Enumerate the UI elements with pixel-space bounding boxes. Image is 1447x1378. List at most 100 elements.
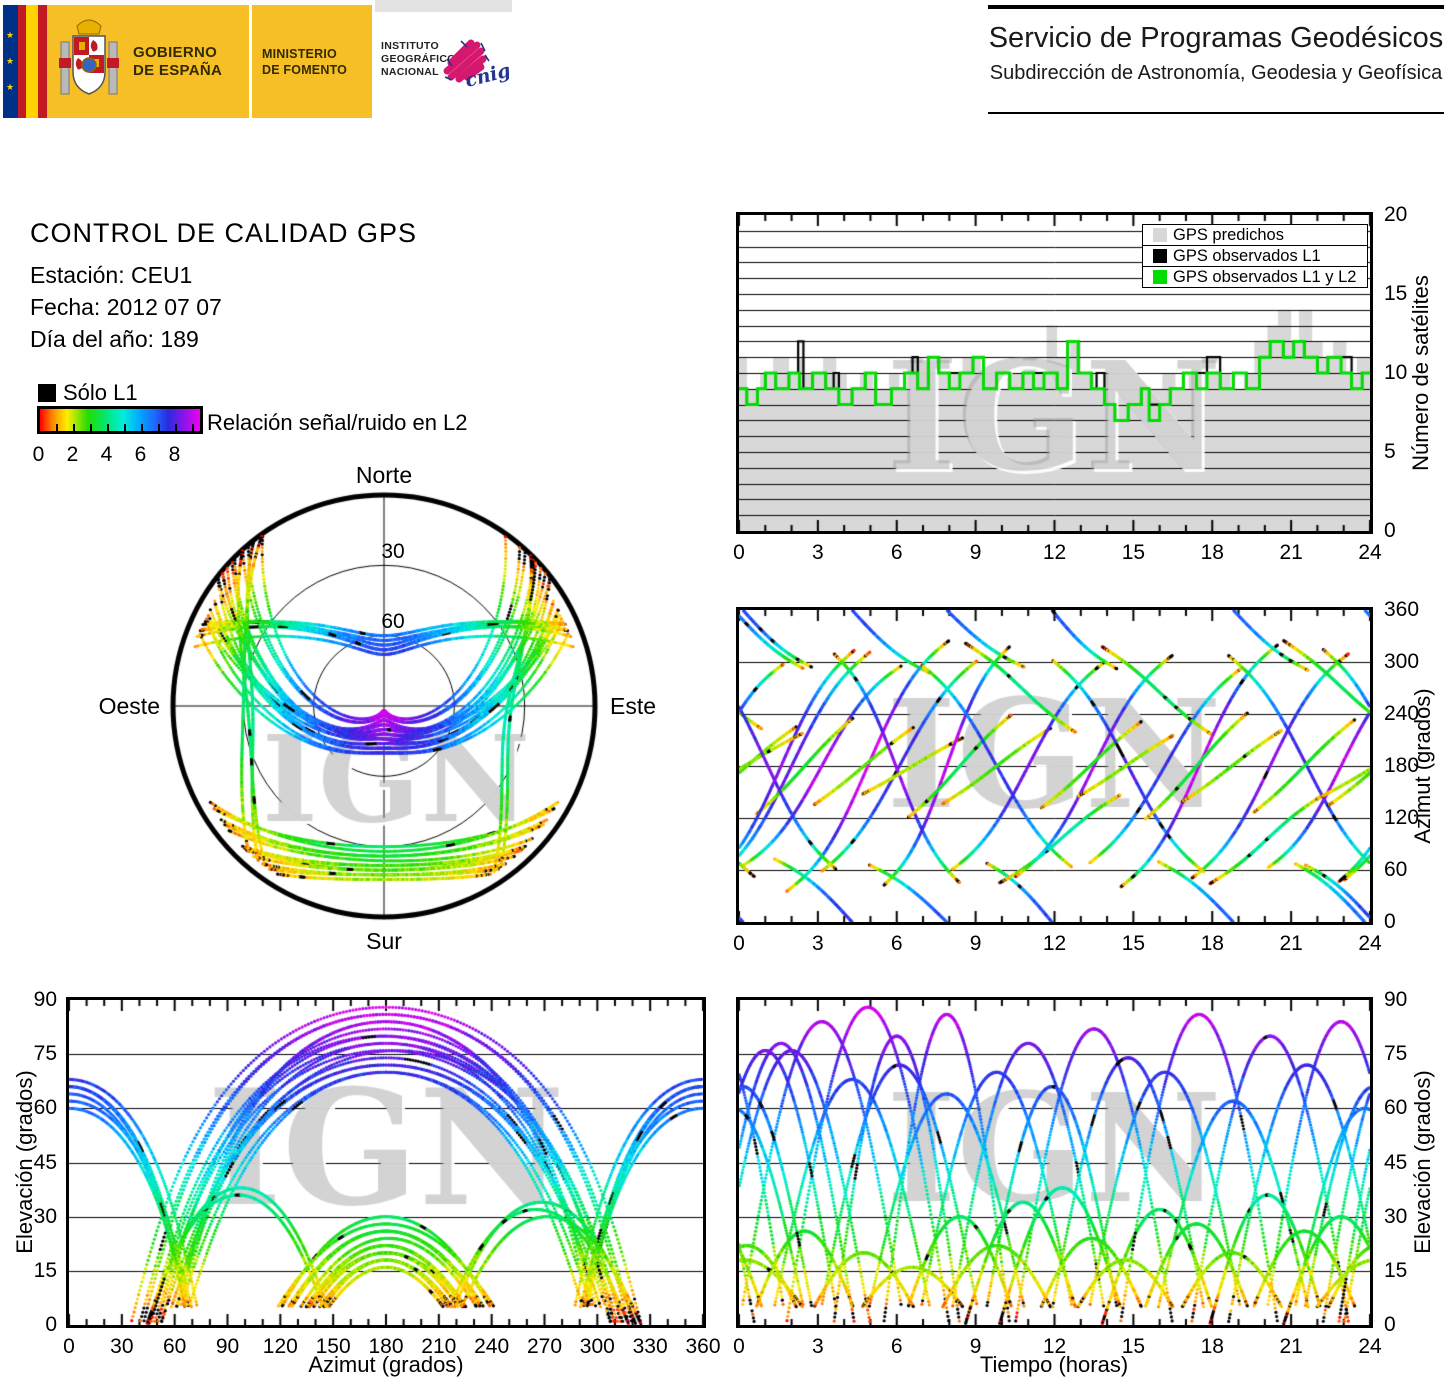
skyplot-canvas	[146, 460, 626, 960]
service-subtitle: Subdirección de Astronomía, Geodesia y G…	[989, 62, 1443, 84]
instituto-geografico-nacional-label: INSTITUTO GEOGRÁFICO NACIONAL	[381, 40, 456, 78]
y-tick-label: 300	[1384, 650, 1420, 673]
service-title-top-rule	[988, 5, 1444, 9]
x-tick-label: 12	[1042, 541, 1067, 564]
colorbar-tick	[158, 424, 160, 431]
x-tick-label: 15	[1121, 1335, 1146, 1358]
legend-swatch-observados-l1	[1153, 249, 1167, 263]
y-tick-label: 75	[1384, 1042, 1408, 1066]
x-tick-label: 3	[812, 1335, 824, 1358]
x-tick-label: 0	[733, 932, 745, 955]
ministerio-logo-block: MINISTERIO DE FOMENTO	[252, 5, 372, 118]
x-tick-label: 6	[890, 541, 903, 564]
satellite-count-chart: GPS predichos GPS observados L1 GPS obse…	[733, 203, 1433, 564]
x-tick-label: 21	[1279, 1335, 1303, 1358]
gobierno-line2: DE ESPAÑA	[133, 61, 223, 79]
snr-colorbar	[37, 406, 203, 434]
legend-swatch-observados-l1-l2	[1153, 270, 1167, 284]
x-tick-label: 0	[63, 1335, 75, 1358]
ign-logo-block	[375, 0, 512, 117]
report-title: CONTROL DE CALIDAD GPS	[30, 218, 418, 248]
y-tick-label: 15	[1384, 1258, 1408, 1282]
x-tick-label: 24	[1358, 541, 1382, 564]
y-tick-label: 30	[33, 1204, 57, 1228]
y-tick-label: 60	[33, 1096, 57, 1120]
service-title-bottom-rule	[988, 112, 1444, 114]
y-tick-label: 75	[33, 1042, 57, 1066]
x-tick-label: 300	[579, 1335, 615, 1358]
y-tick-label: 30	[1384, 1204, 1408, 1228]
satellite-count-legend: GPS predichos GPS observados L1 GPS obse…	[1142, 224, 1368, 288]
colorbar-tick	[192, 424, 194, 431]
x-tick-label: 30	[110, 1335, 134, 1358]
x-tick-label: 15	[1121, 932, 1146, 955]
y-tick-label: 240	[1384, 702, 1420, 725]
y-tick-label: 10	[1384, 361, 1408, 384]
colorbar-tick	[124, 424, 126, 431]
spain-flag-red2	[38, 5, 47, 118]
x-tick-label: 18	[1200, 1335, 1224, 1358]
y-tick-label: 90	[1384, 988, 1408, 1011]
colorbar-tick	[107, 424, 109, 431]
azimuth-time-canvas	[739, 610, 1370, 922]
gobierno-logo-block: GOBIERNO DE ESPAÑA	[47, 5, 249, 118]
colorbar-tick	[175, 424, 177, 431]
legend-row-observados-l1-l2: GPS observados L1 y L2	[1143, 267, 1367, 287]
colorbar-tick	[56, 424, 58, 431]
y-tick-label: 15	[33, 1258, 57, 1282]
x-tick-label: 6	[890, 1335, 903, 1358]
elevation-azimuth-xlabel: Azimut (grados)	[308, 1352, 464, 1377]
colorbar-tick-label: 0	[32, 443, 45, 466]
x-tick-label: 330	[632, 1335, 668, 1358]
colorbar-tick-label: 2	[66, 443, 79, 466]
x-tick-label: 360	[685, 1335, 721, 1358]
x-tick-label: 18	[1200, 932, 1224, 955]
solo-l1-swatch-icon	[38, 384, 56, 402]
elevation-time-ylabel: Elevación (grados)	[1410, 1070, 1435, 1254]
y-tick-label: 45	[33, 1150, 57, 1174]
y-tick-label: 0	[1384, 1313, 1396, 1336]
cnig-logo-icon: cnig	[437, 33, 513, 102]
spain-flag-yellow	[26, 5, 39, 118]
day-of-year-label: Día del año: 189	[30, 326, 199, 352]
x-tick-label: 18	[1200, 541, 1224, 564]
x-tick-label: 24	[1358, 932, 1382, 955]
y-tick-label: 180	[1384, 754, 1420, 777]
colorbar-tick-label: 6	[134, 443, 147, 466]
x-tick-label: 240	[474, 1335, 510, 1358]
x-tick-label: 90	[215, 1335, 240, 1358]
y-tick-label: 90	[33, 988, 57, 1011]
y-tick-label: 120	[1384, 806, 1420, 829]
colorbar-tick-label: 4	[100, 443, 113, 466]
azimuth-time-chart: Azimut (grados) 0 3 6 9 12 15 18 21 24 0 60 120 180 2…	[733, 598, 1435, 955]
x-tick-label: 0	[733, 1335, 745, 1358]
x-tick-label: 12	[1042, 932, 1067, 955]
x-tick-label: 3	[812, 541, 824, 564]
solo-l1-label: Sólo L1	[63, 380, 138, 405]
skyplot-south-label: Sur	[366, 928, 402, 954]
escudo-espana-icon	[59, 19, 119, 95]
x-tick-label: 15	[1121, 541, 1146, 564]
satellite-count-ylabel: Número de satélites	[1408, 275, 1433, 471]
x-tick-label: 0	[733, 541, 745, 564]
elevation-time-canvas	[739, 1000, 1370, 1325]
skyplot-ring-30-label: 30	[381, 540, 405, 563]
gobierno-line1: GOBIERNO	[133, 43, 218, 61]
y-tick-label: 0	[1384, 910, 1396, 933]
y-tick-label: 15	[1384, 282, 1408, 305]
eu-flag-band: ★ ★ ★	[3, 5, 18, 118]
x-tick-label: 12	[1042, 1335, 1067, 1358]
y-tick-label: 20	[1384, 203, 1408, 226]
colorbar-tick	[90, 424, 92, 431]
colorbar-tick-label: 8	[168, 443, 181, 466]
ministerio-line1: MINISTERIO	[262, 46, 337, 61]
x-tick-label: 9	[969, 541, 982, 564]
x-tick-label: 180	[368, 1335, 404, 1358]
elevation-time-chart: Elevación (grados) Tiempo (horas) 0 3 6 9 12…	[733, 988, 1435, 1377]
colorbar-tick	[141, 424, 143, 431]
x-tick-label: 270	[526, 1335, 563, 1358]
y-tick-label: 60	[1384, 1096, 1408, 1120]
x-tick-label: 6	[890, 932, 903, 955]
spain-eu-flag: ★ ★ ★	[3, 5, 47, 118]
